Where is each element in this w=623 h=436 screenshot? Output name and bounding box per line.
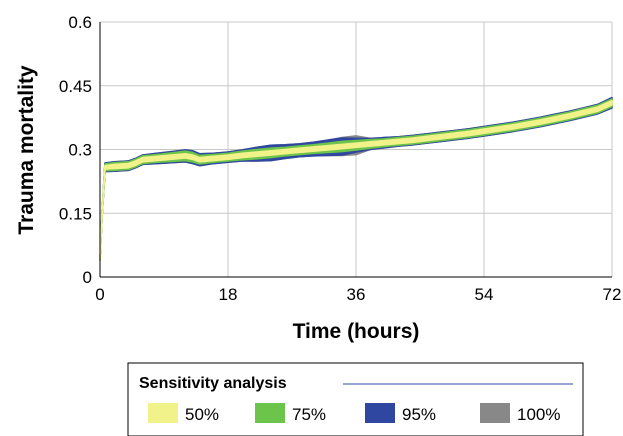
legend-label: 75% [292,405,326,424]
x-tick-label: 72 [603,285,622,304]
y-tick-label: 0.45 [59,77,92,96]
y-tick-label: 0.6 [68,13,92,32]
x-tick-label: 0 [95,285,104,304]
legend-label: 95% [402,405,436,424]
axes [99,22,612,278]
legend-swatch-75pct [255,403,285,423]
legend-swatch-100pct [480,403,510,423]
legend-frame [127,362,584,436]
sensitivity-bands [99,96,613,261]
x-axis-title: Time (hours) [293,320,420,343]
y-tick-labels: 0 0.15 0.3 0.45 0.6 [59,13,92,287]
y-tick-label: 0.3 [68,141,92,160]
y-tick-label: 0.15 [59,204,92,223]
legend-label: 100% [517,405,560,424]
legend-label: 50% [185,405,219,424]
x-tick-label: 36 [347,285,366,304]
legend: Sensitivity analysis 50% 75% 95% 100% [127,362,584,436]
x-tick-label: 18 [219,285,238,304]
x-tick-label: 54 [475,285,494,304]
x-tick-labels: 0 18 36 54 72 [95,285,621,304]
legend-swatch-50pct [148,403,178,423]
legend-items: 50% 75% 95% 100% [148,403,560,424]
median-line [99,102,613,261]
legend-title: Sensitivity analysis [139,375,287,392]
legend-swatch-95pct [365,403,395,423]
y-tick-label: 0 [83,268,92,287]
y-axis-title: Trauma mortality [15,65,38,235]
